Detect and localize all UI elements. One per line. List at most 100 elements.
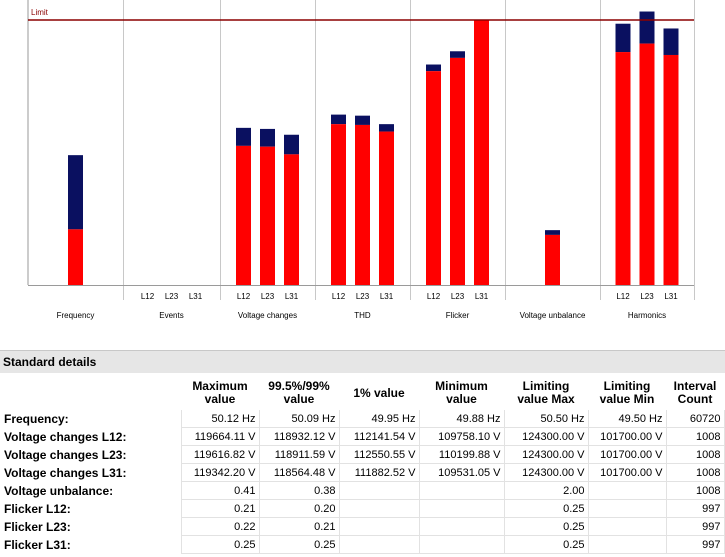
- table-cell: 119616.82 V: [180, 445, 260, 464]
- bar-value-segment: [663, 54, 679, 286]
- group-label: Harmonics: [628, 311, 666, 320]
- column-header: 1% value: [353, 385, 405, 400]
- bar-value-segment: [615, 52, 631, 285]
- table-cell: 109531.05 V: [418, 463, 505, 482]
- column-header: Limiting value Max: [517, 379, 575, 406]
- table-row: Voltage unbalance: 0.41 0.38 2.00 1008: [0, 481, 725, 500]
- table-cell: 1008: [665, 445, 725, 464]
- table-cell: 101700.00 V: [587, 463, 667, 482]
- table-cell: [418, 535, 505, 554]
- bar-max-segment: [379, 124, 394, 132]
- x-tick-label: L31: [285, 292, 299, 301]
- table-cell: [587, 535, 667, 554]
- bar-max-segment: [639, 11, 655, 44]
- table-cell: 119664.11 V: [180, 427, 260, 446]
- x-tick-label: L23: [261, 292, 275, 301]
- table-cell: [338, 499, 420, 518]
- group-label: THD: [354, 311, 371, 320]
- bar-value-segment: [236, 145, 251, 285]
- table-cell: 0.25: [180, 535, 260, 554]
- table-cell: 50.50 Hz: [503, 410, 589, 428]
- table-cell: 118564.48 V: [258, 463, 340, 482]
- bar-max-segment: [331, 114, 346, 125]
- table-cell: [418, 481, 505, 500]
- table-cell: 49.95 Hz: [338, 410, 420, 428]
- table-cell: 50.12 Hz: [180, 410, 260, 428]
- table-cell: 997: [665, 499, 725, 518]
- table-cell: 118932.12 V: [258, 427, 340, 446]
- standard-chart-panel: Frequency L12 L23 L31 Events L12 L23 L31 Voltage…: [0, 0, 725, 337]
- x-tick-label: L31: [475, 292, 489, 301]
- x-tick-label: L12: [427, 292, 441, 301]
- table-cell: 0.25: [503, 499, 589, 518]
- group-label: Frequency: [57, 311, 95, 320]
- bar-max-segment: [450, 51, 465, 58]
- table-cell: 124300.00 V: [503, 463, 589, 482]
- details-title: Standard details: [3, 355, 97, 369]
- column-header: Interval Count: [673, 379, 717, 406]
- bar-value-segment: [260, 146, 275, 285]
- x-tick-label: L31: [664, 292, 678, 301]
- bar-value-segment: [450, 57, 465, 285]
- table-row: Frequency: 50.12 Hz 50.09 Hz 49.95 Hz 49.88 …: [0, 410, 725, 428]
- column-header: Limiting value Min: [599, 379, 655, 406]
- column-header: Maximum value: [192, 379, 248, 406]
- table-cell: 1008: [665, 463, 725, 482]
- bar-value-segment: [284, 154, 299, 285]
- table-cell: 101700.00 V: [587, 445, 667, 464]
- table-cell: 2.00: [503, 481, 589, 500]
- x-tick-label: L12: [141, 292, 155, 301]
- table-cell: 0.25: [503, 535, 589, 554]
- table-cell: [338, 481, 420, 500]
- x-tick-label: L12: [332, 292, 346, 301]
- table-cell: 124300.00 V: [503, 427, 589, 446]
- table-cell: 997: [665, 517, 725, 536]
- table-cell: 109758.10 V: [418, 427, 505, 446]
- table-row: Flicker L12: 0.21 0.20 0.25 997: [0, 499, 725, 518]
- table-cell: 0.21: [258, 517, 340, 536]
- table-cell: 1008: [665, 427, 725, 446]
- table-cell: 110199.88 V: [418, 445, 505, 464]
- bar-max-segment: [615, 23, 631, 53]
- table-cell: 112141.54 V: [338, 427, 420, 446]
- table-cell: 112550.55 V: [338, 445, 420, 464]
- bar-max-segment: [545, 230, 560, 235]
- bar-value-segment: [639, 43, 655, 286]
- table-row: Voltage changes L31: 119342.20 V 118564.48…: [0, 463, 725, 482]
- table-cell: 119342.20 V: [180, 463, 260, 482]
- table-cell: [418, 499, 505, 518]
- x-tick-label: L23: [356, 292, 370, 301]
- details-header-row: Maximum value 99.5%/99% value 1% value M…: [0, 376, 724, 410]
- bar-value-segment: [68, 229, 83, 285]
- panel-divider: [0, 336, 725, 351]
- table-cell: 0.25: [258, 535, 340, 554]
- x-tick-label: L12: [616, 292, 630, 301]
- row-label: Voltage unbalance:: [4, 483, 114, 498]
- table-cell: 997: [665, 535, 725, 554]
- table-cell: [587, 517, 667, 536]
- table-cell: 49.88 Hz: [418, 410, 505, 428]
- bar-max-segment: [426, 64, 441, 72]
- details-body: Frequency: 50.12 Hz 50.09 Hz 49.95 Hz 49.88 …: [0, 410, 725, 554]
- bar-value-segment: [426, 71, 441, 286]
- x-tick-label: L12: [237, 292, 251, 301]
- group-label: Voltage changes: [238, 311, 297, 320]
- row-label: Flicker L31:: [4, 537, 71, 552]
- row-label: Voltage changes L31:: [4, 465, 127, 480]
- standard-bar-chart: Frequency L12 L23 L31 Events L12 L23 L31 Voltage…: [27, 0, 695, 320]
- bar-value-segment: [474, 20, 489, 285]
- bar-max-segment: [236, 127, 251, 146]
- table-row: Flicker L23: 0.22 0.21 0.25 997: [0, 517, 725, 536]
- x-tick-label: L23: [640, 292, 654, 301]
- group-label: Events: [159, 311, 183, 320]
- group-label: Voltage unbalance: [520, 311, 586, 320]
- table-cell: 50.09 Hz: [258, 410, 340, 428]
- table-cell: 49.50 Hz: [587, 410, 667, 428]
- table-cell: 0.21: [180, 499, 260, 518]
- table-cell: 0.25: [503, 517, 589, 536]
- table-cell: [587, 481, 667, 500]
- table-row: Voltage changes L23: 119616.82 V 118911.59…: [0, 445, 725, 464]
- table-row: Voltage changes L12: 119664.11 V 118932.12…: [0, 427, 725, 446]
- x-tick-label: L31: [380, 292, 394, 301]
- row-label: Voltage changes L12:: [4, 429, 127, 444]
